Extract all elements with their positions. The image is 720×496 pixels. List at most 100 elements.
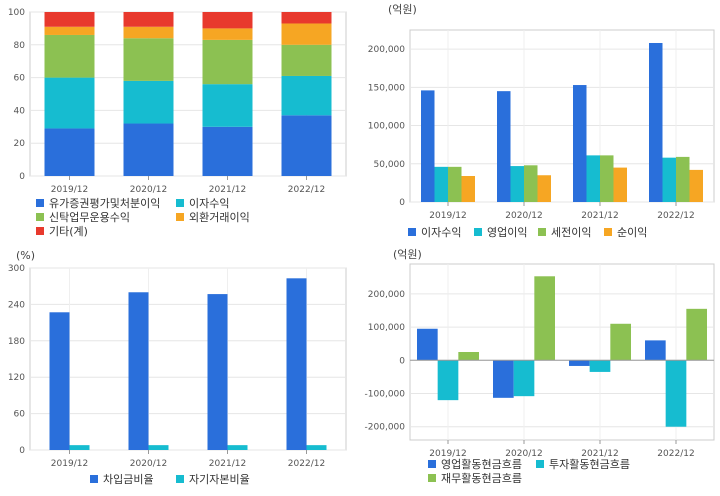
income-items-legend-swatch bbox=[604, 228, 612, 236]
income-items-bar bbox=[649, 42, 663, 202]
revenue-composition-xtick-label: 2019/12 bbox=[51, 185, 88, 195]
ratios-legend-swatch bbox=[176, 475, 184, 483]
revenue-composition-legend-label: 유가증권평가및처분이익 bbox=[49, 197, 160, 210]
revenue-composition-bar-segment bbox=[281, 12, 332, 24]
revenue-composition-bar-segment bbox=[123, 80, 174, 124]
cash-flow-xtick-label: 2021/12 bbox=[581, 449, 618, 459]
ratios-ytick-label: 180 bbox=[8, 337, 25, 347]
cash-flow-bar bbox=[534, 276, 555, 361]
cash-flow-bar bbox=[417, 328, 438, 361]
income-items-bar bbox=[497, 91, 511, 202]
revenue-composition-bar-segment bbox=[44, 12, 95, 27]
ratios-bar bbox=[286, 278, 307, 450]
revenue-composition-xtick-label: 2021/12 bbox=[209, 185, 246, 195]
revenue-composition-legend-label: 이자수익 bbox=[189, 197, 229, 210]
revenue-composition-legend-swatch bbox=[36, 199, 44, 207]
ratios-bar bbox=[128, 292, 149, 450]
revenue-composition-ytick-label: 80 bbox=[14, 41, 26, 51]
revenue-composition-bar-segment bbox=[202, 12, 253, 29]
cash-flow-xtick-label: 2019/12 bbox=[429, 449, 466, 459]
income-items-legend-swatch bbox=[408, 228, 416, 236]
income-items-xtick-label: 2020/12 bbox=[505, 211, 542, 221]
cash-flow-bar bbox=[610, 323, 631, 361]
cash-flow-legend-swatch bbox=[428, 460, 436, 468]
revenue-composition-bar-segment bbox=[123, 26, 174, 39]
ratios-ytick-label: 300 bbox=[8, 264, 25, 274]
ratios-ytick-label: 60 bbox=[14, 410, 26, 420]
revenue-composition-legend-swatch bbox=[36, 213, 44, 221]
ratios-bar bbox=[69, 445, 90, 450]
income-items-bar bbox=[676, 156, 690, 202]
revenue-composition-bar-segment bbox=[123, 123, 174, 176]
cash-flow-ytick-label: -100,000 bbox=[365, 390, 406, 400]
cash-flow-bar bbox=[493, 360, 514, 398]
cash-flow-legend-label: 재무활동현금흐름 bbox=[441, 471, 522, 485]
ratios-xtick-label: 2020/12 bbox=[130, 459, 167, 469]
revenue-composition-legend-swatch bbox=[176, 199, 184, 207]
income-items-unit-label: (억원) bbox=[388, 3, 417, 16]
cash-flow-bar bbox=[589, 360, 611, 372]
income-items-ytick-label: 100,000 bbox=[368, 122, 405, 132]
income-items-bar bbox=[613, 167, 627, 202]
ratios-ytick-label: 120 bbox=[8, 373, 25, 383]
cash-flow-ytick-label: 200,000 bbox=[368, 290, 405, 300]
ratios-ytick-label: 0 bbox=[19, 446, 25, 456]
income-items-bar bbox=[600, 155, 614, 202]
cash-flow-legend-label: 영업활동현금흐름 bbox=[441, 457, 522, 471]
cash-flow-ytick-label: 100,000 bbox=[368, 323, 405, 333]
income-items-ytick-label: 150,000 bbox=[368, 83, 405, 93]
revenue-composition-bar-segment bbox=[281, 23, 332, 45]
cash-flow-bar bbox=[645, 340, 666, 361]
income-items-legend-label: 영업이익 bbox=[487, 226, 527, 239]
revenue-composition-bar-segment bbox=[123, 12, 174, 27]
income-items-bar bbox=[524, 165, 538, 202]
revenue-composition-ytick-label: 20 bbox=[14, 139, 26, 149]
ratios-ytick-label: 240 bbox=[8, 300, 25, 310]
ratios-bar bbox=[49, 312, 70, 450]
ratios-bar bbox=[207, 294, 228, 450]
revenue-composition-legend-swatch bbox=[176, 213, 184, 221]
income-items-bar bbox=[421, 90, 435, 202]
revenue-composition-ytick-label: 100 bbox=[8, 8, 25, 18]
income-items-bar bbox=[510, 166, 524, 202]
ratios-unit-label: (%) bbox=[16, 249, 35, 262]
revenue-composition-bar-segment bbox=[44, 26, 95, 35]
cash-flow-legend-swatch bbox=[536, 460, 544, 468]
income-items-legend-label: 세전이익 bbox=[551, 226, 591, 239]
revenue-composition-bar-segment bbox=[202, 84, 253, 127]
revenue-composition-xtick-label: 2022/12 bbox=[288, 185, 325, 195]
cash-flow-bar bbox=[665, 360, 687, 427]
income-items-bar bbox=[662, 157, 676, 202]
revenue-composition-bar-segment bbox=[123, 38, 174, 81]
ratios-xtick-label: 2021/12 bbox=[209, 459, 246, 469]
cash-flow-legend-label: 투자활동현금흐름 bbox=[549, 457, 630, 471]
cash-flow-bar bbox=[569, 360, 590, 366]
cash-flow-legend-swatch bbox=[428, 474, 436, 482]
income-items-ytick-label: 50,000 bbox=[374, 160, 406, 170]
income-items-bar bbox=[461, 176, 475, 202]
cash-flow-xtick-label: 2022/12 bbox=[657, 449, 694, 459]
revenue-composition-bar-segment bbox=[44, 34, 95, 78]
income-items-ytick-label: 200,000 bbox=[368, 45, 405, 55]
revenue-composition-bar-segment bbox=[44, 77, 95, 129]
ratios-bar bbox=[148, 445, 169, 450]
income-items-legend-label: 이자수익 bbox=[421, 226, 461, 239]
income-items-legend-swatch bbox=[474, 228, 482, 236]
ratios-xtick-label: 2019/12 bbox=[51, 459, 88, 469]
revenue-composition-bar-segment bbox=[281, 44, 332, 76]
revenue-composition-bar-segment bbox=[202, 39, 253, 85]
cash-flow-bar bbox=[437, 360, 459, 401]
ratios-bar bbox=[306, 445, 327, 450]
income-items-bar bbox=[573, 85, 587, 202]
revenue-composition-bar-segment bbox=[281, 75, 332, 116]
ratios-legend-swatch bbox=[90, 475, 98, 483]
income-items-bar bbox=[689, 169, 703, 202]
revenue-composition-legend-swatch bbox=[36, 227, 44, 235]
revenue-composition-ytick-label: 0 bbox=[19, 172, 25, 182]
cash-flow-xtick-label: 2020/12 bbox=[505, 449, 542, 459]
income-items-legend-label: 순이익 bbox=[617, 226, 647, 239]
income-items-ytick-label: 0 bbox=[399, 198, 405, 208]
income-items-legend-swatch bbox=[538, 228, 546, 236]
revenue-composition-bar-segment bbox=[202, 126, 253, 176]
